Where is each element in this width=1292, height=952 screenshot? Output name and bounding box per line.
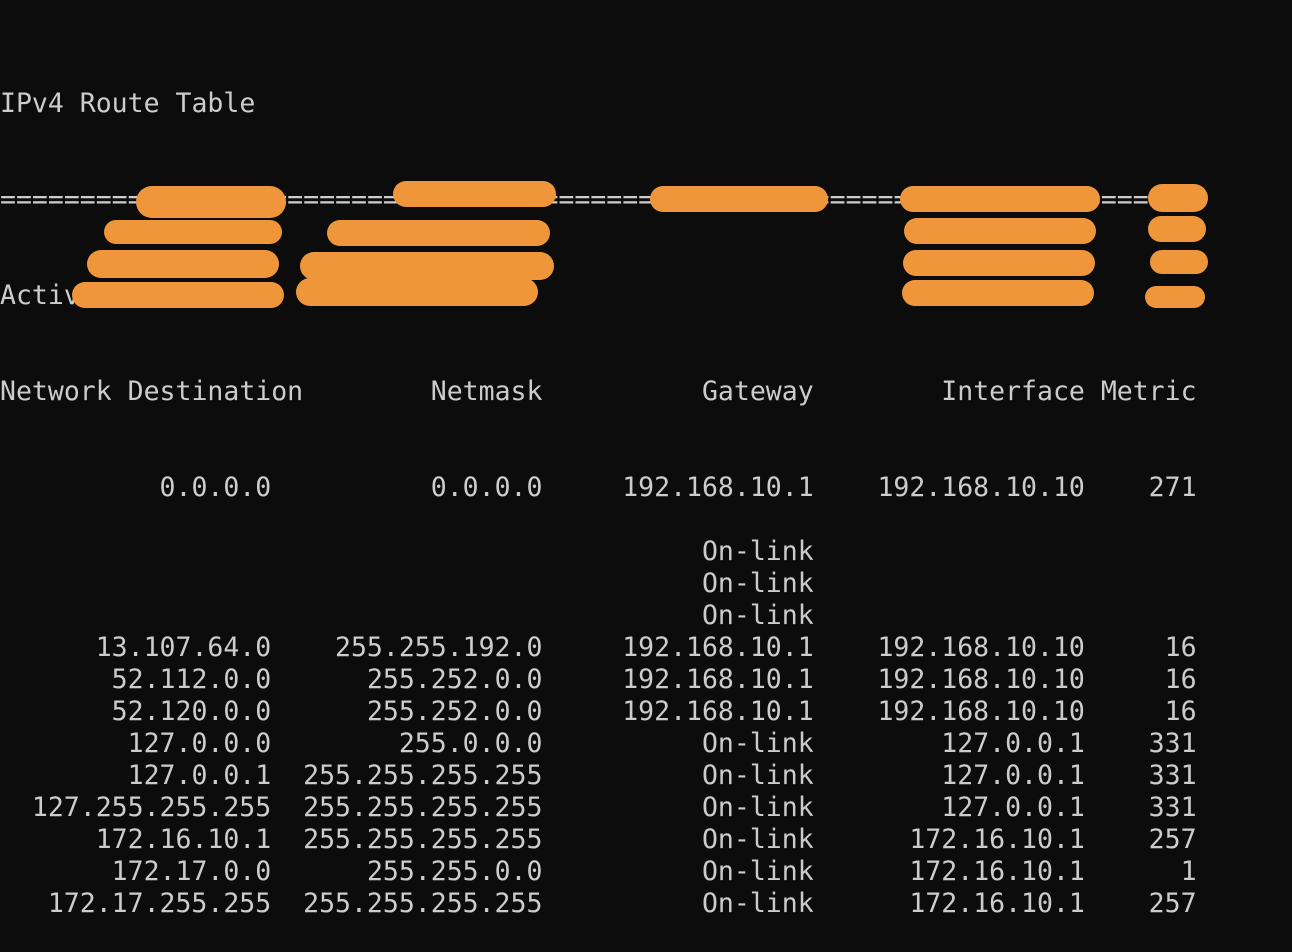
header-interface: Interface xyxy=(941,376,1085,407)
cell-interface: 172.16.10.1 xyxy=(909,824,1085,855)
route-row xyxy=(0,504,1197,536)
cell-metric: 331 xyxy=(1148,728,1197,759)
redaction-mark xyxy=(903,250,1095,276)
cell-gateway: On-link xyxy=(701,792,814,823)
route-row: 0.0.0.0 0.0.0.0 192.168.10.1 192.168.10.10 2… xyxy=(0,472,1197,504)
cell-interface: 127.0.0.1 xyxy=(941,792,1085,823)
route-row: 52.112.0.0 255.252.0.0 192.168.10.1 192.168… xyxy=(0,664,1197,696)
cell-netmask: 255.255.255.255 xyxy=(303,792,543,823)
cell-destination: 172.17.255.255 xyxy=(47,888,272,919)
cell-metric: 271 xyxy=(1148,472,1197,503)
cell-interface: 172.16.10.1 xyxy=(909,888,1085,919)
cell-gateway: On-link xyxy=(701,728,814,759)
redaction-mark xyxy=(902,280,1094,306)
route-row: On-link xyxy=(0,568,1197,600)
cell-destination: 13.107.64.0 xyxy=(95,632,272,663)
cell-gateway: On-link xyxy=(701,600,814,631)
cell-metric: 16 xyxy=(1164,664,1197,695)
route-row: 127.0.0.0 255.0.0.0 On-link 127.0.0.1 331 xyxy=(0,728,1197,760)
cell-metric: 1 xyxy=(1180,856,1197,887)
cell-gateway: On-link xyxy=(701,536,814,567)
redaction-mark xyxy=(300,252,554,280)
header-metric: Metric xyxy=(1100,376,1197,407)
cell-netmask: 255.0.0.0 xyxy=(398,728,543,759)
redaction-mark xyxy=(104,220,282,244)
cell-metric: 331 xyxy=(1148,760,1197,791)
cell-gateway: On-link xyxy=(701,856,814,887)
cell-interface: 192.168.10.10 xyxy=(877,664,1085,695)
route-rows: 0.0.0.0 0.0.0.0 192.168.10.1 192.168.10.10 2… xyxy=(0,472,1197,920)
route-row: 172.17.255.255 255.255.255.255 On-link 172.… xyxy=(0,888,1197,920)
cell-gateway: On-link xyxy=(701,568,814,599)
cell-gateway: On-link xyxy=(701,888,814,919)
redaction-mark xyxy=(136,186,286,218)
route-row: 127.255.255.255 255.255.255.255 On-link 127… xyxy=(0,792,1197,824)
redaction-mark xyxy=(327,220,550,246)
cell-interface: 192.168.10.10 xyxy=(877,632,1085,663)
redaction-mark xyxy=(1148,216,1206,242)
cell-netmask: 255.255.192.0 xyxy=(335,632,543,663)
cell-destination: 0.0.0.0 xyxy=(159,472,272,503)
redaction-mark xyxy=(87,250,279,278)
table-header: Network Destination Netmask Gateway Interfa… xyxy=(0,376,1197,408)
route-row: 13.107.64.0 255.255.192.0 192.168.10.1 192.… xyxy=(0,632,1197,664)
route-row: 172.17.0.0 255.255.0.0 On-link 172.16.10.1 1 xyxy=(0,856,1197,888)
terminal-output: IPv4 Route Table =======================… xyxy=(0,24,1197,952)
cell-interface: 127.0.0.1 xyxy=(941,760,1085,791)
cell-netmask: 255.252.0.0 xyxy=(366,664,543,695)
route-table-title: IPv4 Route Table xyxy=(0,88,256,119)
cell-netmask: 255.255.255.255 xyxy=(303,824,543,855)
cell-gateway: 192.168.10.1 xyxy=(622,632,814,663)
cell-destination: 127.255.255.255 xyxy=(31,792,272,823)
redaction-mark xyxy=(1148,184,1208,212)
cell-netmask: 255.252.0.0 xyxy=(366,696,543,727)
cell-metric: 16 xyxy=(1164,696,1197,727)
cell-metric: 16 xyxy=(1164,632,1197,663)
redaction-mark xyxy=(900,186,1100,212)
redaction-mark xyxy=(72,282,284,308)
cell-gateway: On-link xyxy=(701,824,814,855)
cell-gateway: On-link xyxy=(701,760,814,791)
cell-destination: 127.0.0.1 xyxy=(127,760,272,791)
cell-destination: 172.17.0.0 xyxy=(111,856,272,887)
header-gateway: Gateway xyxy=(701,376,814,407)
redaction-mark xyxy=(650,186,828,212)
cell-gateway: 192.168.10.1 xyxy=(622,696,814,727)
route-row: 172.16.10.1 255.255.255.255 On-link 172.16.… xyxy=(0,824,1197,856)
redaction-mark xyxy=(904,218,1096,244)
route-row: On-link xyxy=(0,536,1197,568)
cell-netmask: 255.255.0.0 xyxy=(366,856,543,887)
cell-gateway: 192.168.10.1 xyxy=(622,472,814,503)
cell-interface: 192.168.10.10 xyxy=(877,696,1085,727)
route-row: 127.0.0.1 255.255.255.255 On-link 127.0.0.1… xyxy=(0,760,1197,792)
cell-destination: 172.16.10.1 xyxy=(95,824,272,855)
redaction-mark xyxy=(296,278,538,306)
cell-netmask: 255.255.255.255 xyxy=(303,760,543,791)
cell-netmask: 0.0.0.0 xyxy=(430,472,543,503)
cell-destination: 52.112.0.0 xyxy=(111,664,272,695)
cell-interface: 127.0.0.1 xyxy=(941,728,1085,759)
cell-interface: 192.168.10.10 xyxy=(877,472,1085,503)
route-row: 52.120.0.0 255.252.0.0 192.168.10.1 192.168… xyxy=(0,696,1197,728)
cell-netmask: 255.255.255.255 xyxy=(303,888,543,919)
redaction-mark xyxy=(1150,250,1208,274)
cell-metric: 257 xyxy=(1148,888,1197,919)
cell-destination: 52.120.0.0 xyxy=(111,696,272,727)
redaction-mark xyxy=(393,181,556,207)
redaction-mark xyxy=(1145,286,1205,308)
route-row: On-link xyxy=(0,600,1197,632)
cell-interface: 172.16.10.1 xyxy=(909,856,1085,887)
cell-destination: 127.0.0.0 xyxy=(127,728,272,759)
cell-gateway: 192.168.10.1 xyxy=(622,664,814,695)
cell-metric: 257 xyxy=(1148,824,1197,855)
cell-metric: 331 xyxy=(1148,792,1197,823)
header-netmask: Netmask xyxy=(430,376,543,407)
header-destination: Network Destination xyxy=(0,376,304,407)
